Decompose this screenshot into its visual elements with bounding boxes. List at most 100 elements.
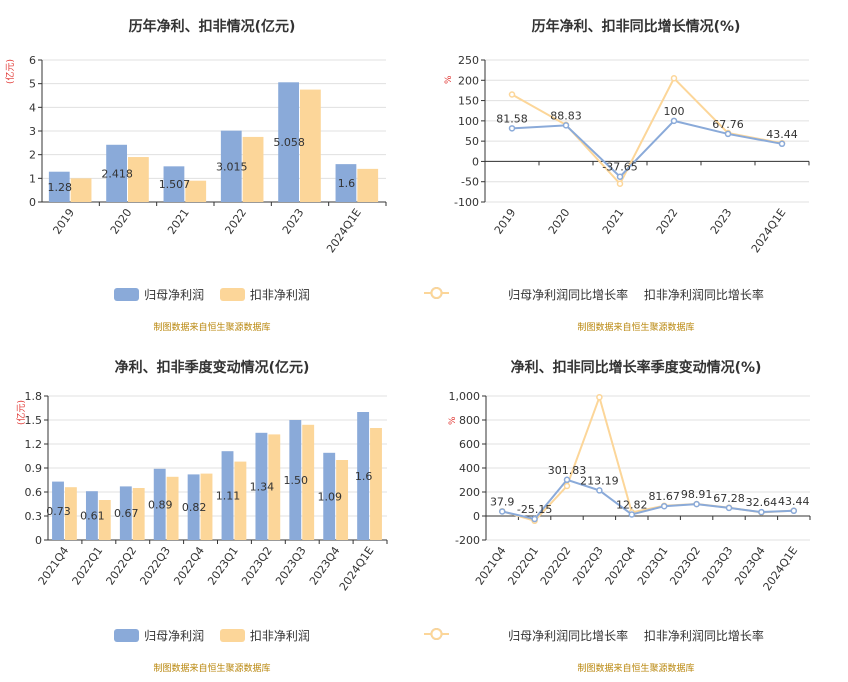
y-tick-label: -200 bbox=[455, 534, 480, 547]
point-parent-growth bbox=[725, 504, 733, 512]
legend-item-nonrecurring-growth[interactable]: 扣非净利润同比增长率 bbox=[424, 627, 764, 644]
point-parent-growth bbox=[562, 122, 570, 129]
y-tick-label: 800 bbox=[459, 414, 480, 427]
x-tick-label: 2024Q1E bbox=[324, 206, 364, 255]
x-tick-label: 2022Q3 bbox=[570, 544, 606, 587]
bar-nonrecurring-profit bbox=[132, 488, 145, 540]
chart-title: 净利、扣非季度变动情况(亿元) bbox=[114, 360, 310, 376]
y-tick-label: 0.9 bbox=[25, 462, 43, 475]
legend-item-nonrecurring-profit[interactable]: 扣非净利润 bbox=[219, 627, 310, 644]
x-tick-label: 2020 bbox=[108, 206, 135, 236]
bar-nonrecurring-profit bbox=[357, 168, 379, 202]
data-label: 32.64 bbox=[746, 496, 778, 509]
x-tick-label: 2024Q1E bbox=[337, 544, 377, 593]
y-tick-label: 0 bbox=[473, 510, 480, 523]
point-parent-growth bbox=[616, 173, 624, 180]
bar-nonrecurring-profit bbox=[302, 424, 315, 540]
point-parent-growth bbox=[670, 117, 678, 125]
data-source-note: 制图数据来自恒生聚源数据库 bbox=[577, 323, 695, 333]
point-parent-growth bbox=[790, 507, 798, 515]
point-parent-growth bbox=[724, 130, 732, 138]
legend-item-parent-growth[interactable]: 归母净利润同比增长率 bbox=[424, 627, 629, 644]
bar-parent-profit bbox=[278, 82, 299, 202]
x-tick-label: 2021 bbox=[165, 206, 192, 236]
x-tick-label: 2020 bbox=[546, 206, 573, 236]
point-parent-growth bbox=[693, 500, 700, 508]
x-tick-label: 2021Q4 bbox=[473, 544, 509, 587]
data-label: 213.19 bbox=[580, 474, 619, 487]
data-label: 81.58 bbox=[496, 112, 528, 125]
x-tick-label: 2019 bbox=[492, 206, 519, 236]
bar-nonrecurring-profit bbox=[98, 500, 111, 540]
legend: 归母净利润同比增长率 扣非净利润同比增长率 bbox=[424, 286, 848, 303]
x-tick-label: 2021Q4 bbox=[36, 544, 72, 587]
bar-parent-profit bbox=[335, 164, 357, 202]
legend-item-parent-growth[interactable]: 归母净利润同比增长率 bbox=[424, 286, 629, 303]
data-label: 0.82 bbox=[182, 501, 207, 514]
x-tick-label: 2022Q3 bbox=[137, 544, 173, 587]
legend: 归母净利润 扣非净利润 bbox=[0, 627, 424, 644]
data-label: 1.6 bbox=[355, 470, 373, 483]
data-label: 37.9 bbox=[490, 495, 515, 508]
point-parent-growth bbox=[660, 502, 668, 510]
x-tick-label: 2022 bbox=[222, 206, 249, 236]
legend-item-parent-profit[interactable]: 归母净利润 bbox=[114, 627, 204, 644]
y-tick-label: 600 bbox=[459, 438, 480, 451]
x-tick-label: 2023Q4 bbox=[307, 544, 343, 587]
bar-parent-profit bbox=[220, 130, 242, 202]
point-nonrecurring-growth bbox=[616, 180, 624, 187]
y-tick-label: 2 bbox=[29, 149, 36, 162]
bar-nonrecurring-profit bbox=[268, 434, 281, 540]
data-label: 1.34 bbox=[250, 480, 275, 493]
legend: 归母净利润 扣非净利润 bbox=[0, 286, 424, 303]
bar-nonrecurring-profit bbox=[200, 473, 213, 540]
quarterly-growth-line-chart: -200 0 200 400 600 800 1,000 2021Q42022Q12022Q2… bbox=[449, 390, 811, 593]
x-tick-label: 2023Q3 bbox=[700, 544, 736, 587]
data-label: 1.11 bbox=[216, 490, 241, 503]
legend-label: 扣非净利润同比增长率 bbox=[643, 629, 764, 643]
chart-title: 净利、扣非同比增长率季度变动情况(%) bbox=[510, 360, 762, 376]
x-tick-label: 2022Q4 bbox=[603, 544, 639, 587]
data-label: 1.507 bbox=[159, 178, 191, 191]
data-label: -37.65 bbox=[602, 161, 637, 174]
y-tick-label: 150 bbox=[458, 95, 479, 108]
panel-quarterly-profit: 净利、扣非季度变动情况(亿元) (亿元) 0 0.3 0.6 0.9 1.2 1.5 1.8… bbox=[0, 341, 424, 682]
bar-parent-profit bbox=[119, 486, 132, 540]
legend-item-nonrecurring-profit[interactable]: 扣非净利润 bbox=[219, 286, 310, 303]
y-tick-label: 4 bbox=[29, 101, 36, 114]
bar-parent-profit bbox=[52, 481, 64, 540]
y-tick-label: 1.5 bbox=[25, 414, 43, 427]
point-nonrecurring-growth bbox=[670, 75, 678, 82]
x-tick-label: 2023Q1 bbox=[635, 544, 671, 587]
bar-nonrecurring-profit bbox=[64, 487, 77, 540]
legend-label: 归母净利润同比增长率 bbox=[508, 629, 629, 643]
legend-item-parent-profit[interactable]: 归母净利润 bbox=[114, 286, 204, 303]
x-tick-label: 2022Q2 bbox=[104, 544, 140, 587]
x-tick-label: 2023Q2 bbox=[239, 544, 275, 587]
y-tick-label: 6 bbox=[29, 54, 36, 67]
legend-label: 归母净利润同比增长率 bbox=[508, 288, 629, 302]
y-tick-label: -50 bbox=[461, 176, 479, 189]
series-line-parent-growth bbox=[511, 119, 783, 179]
bar-parent-profit bbox=[221, 451, 234, 540]
bar-parent-profit bbox=[153, 468, 166, 540]
y-tick-label: 0.3 bbox=[25, 510, 43, 523]
data-label: 0.67 bbox=[114, 507, 139, 520]
data-label: 98.91 bbox=[681, 488, 713, 501]
x-tick-label: 2023 bbox=[280, 206, 307, 236]
legend-item-nonrecurring-growth[interactable]: 扣非净利润同比增长率 bbox=[424, 286, 764, 303]
data-label: 81.67 bbox=[648, 490, 680, 503]
legend-swatch-blue bbox=[114, 288, 140, 301]
bar-nonrecurring-profit bbox=[234, 461, 247, 540]
bar-parent-profit bbox=[187, 474, 200, 540]
annual-growth-line-chart: -100 -50 0 50 100 150 200 250 2019 2020 2021 2022 20… bbox=[454, 54, 810, 255]
y-tick-label: -100 bbox=[454, 196, 479, 209]
y-tick-label: 0 bbox=[472, 155, 479, 168]
data-source-note: 制图数据来自恒生聚源数据库 bbox=[153, 664, 271, 674]
data-label: 1.50 bbox=[284, 474, 309, 487]
bar-nonrecurring-profit bbox=[166, 476, 179, 540]
bar-parent-profit bbox=[85, 491, 98, 540]
data-label: 0.61 bbox=[80, 510, 105, 523]
y-tick-label: 0 bbox=[29, 196, 36, 209]
x-tick-label: 2023Q3 bbox=[273, 544, 309, 587]
